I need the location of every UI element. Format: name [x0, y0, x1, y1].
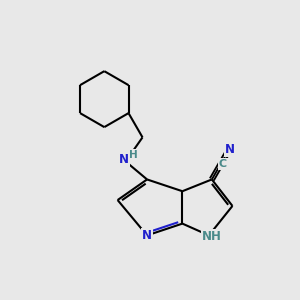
- Text: N: N: [119, 154, 129, 166]
- Text: N: N: [142, 229, 152, 242]
- Text: N: N: [224, 143, 235, 156]
- Text: NH: NH: [202, 230, 222, 243]
- Text: C: C: [219, 159, 227, 169]
- Text: H: H: [129, 150, 137, 160]
